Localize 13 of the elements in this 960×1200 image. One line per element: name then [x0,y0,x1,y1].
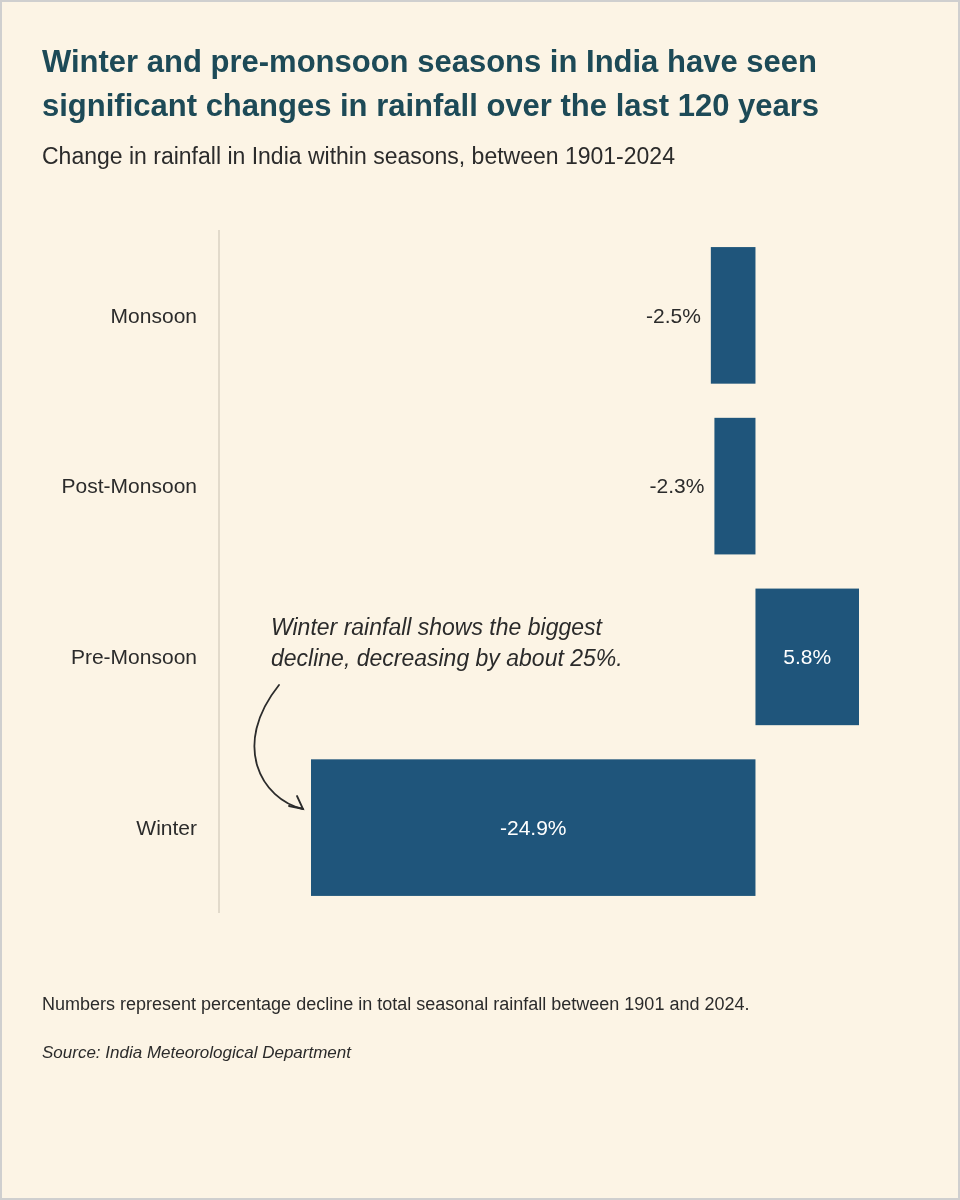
chart-subtitle: Change in rainfall in India within seasons, between 1901-2024 [42,143,676,169]
source-note: Source: India Meteorological Department [42,1043,353,1062]
y-tick-label: Monsoon [110,303,197,327]
data-label: 5.8% [783,645,832,669]
text: Numbers represent percentage decline in total seasonal rainfall between 1901 and 2024. [42,994,750,1014]
y-tick-label: Pre-Monsoon [70,645,197,669]
y-tick-label: Winter [136,815,197,839]
data-label: -24.9% [499,815,567,839]
chart-title: Winter and pre-monsoon seasons in India have seen significant changes in rainfall over the last 120 years [42,44,820,123]
data-label: -2.5% [645,303,701,327]
y-tick-label: Post-Monsoon [61,474,197,498]
data-label: -2.3% [649,474,705,498]
annotation: Winter rainfall shows the biggest decline, decreasing by about 25%. [271,614,623,671]
